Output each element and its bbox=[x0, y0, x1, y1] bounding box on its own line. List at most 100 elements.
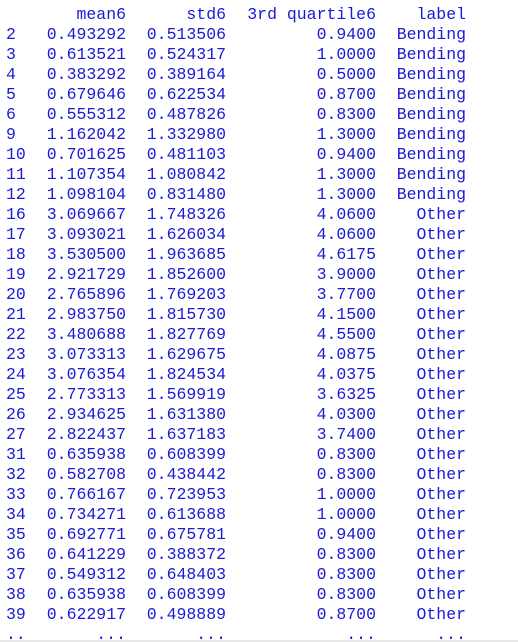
table-row: 24 3.076354 1.824534 4.0375 Other bbox=[0, 365, 518, 385]
row-index: 38 bbox=[6, 585, 26, 604]
table-row: 2 0.493292 0.513506 0.9400 Bending bbox=[0, 25, 518, 45]
cell-3rd-quartile6: 0.8300 bbox=[316, 585, 376, 604]
cell-label: Other bbox=[416, 465, 466, 484]
cell-label: Other bbox=[416, 245, 466, 264]
table-row: 38 0.635938 0.608399 0.8300 Other bbox=[0, 585, 518, 605]
cell-mean6: 2.765896 bbox=[46, 285, 126, 304]
row-index: 33 bbox=[6, 485, 26, 504]
cell-mean6: 2.934625 bbox=[46, 405, 126, 424]
cell-3rd-quartile6: 1.3000 bbox=[316, 165, 376, 184]
row-index: 5 bbox=[6, 85, 16, 104]
cell-3rd-quartile6: 4.0875 bbox=[316, 345, 376, 364]
cell-std6: 0.438442 bbox=[146, 465, 226, 484]
cell-mean6: 0.766167 bbox=[46, 485, 126, 504]
cell-label: Other bbox=[416, 565, 466, 584]
ellipsis-std6: ... bbox=[196, 625, 226, 642]
cell-mean6: 2.921729 bbox=[46, 265, 126, 284]
cell-label: Other bbox=[416, 605, 466, 624]
cell-mean6: 2.983750 bbox=[46, 305, 126, 324]
cell-3rd-quartile6: 1.0000 bbox=[316, 505, 376, 524]
cell-3rd-quartile6: 0.8300 bbox=[316, 445, 376, 464]
cell-std6: 0.613688 bbox=[146, 505, 226, 524]
cell-std6: 0.513506 bbox=[146, 25, 226, 44]
cell-label: Bending bbox=[396, 65, 466, 84]
cell-3rd-quartile6: 4.0600 bbox=[316, 225, 376, 244]
cell-3rd-quartile6: 4.0600 bbox=[316, 205, 376, 224]
cell-std6: 0.608399 bbox=[146, 445, 226, 464]
cell-label: Bending bbox=[396, 105, 466, 124]
cell-mean6: 0.582708 bbox=[46, 465, 126, 484]
cell-3rd-quartile6: 0.5000 bbox=[316, 65, 376, 84]
cell-std6: 0.498889 bbox=[146, 605, 226, 624]
table-row: 37 0.549312 0.648403 0.8300 Other bbox=[0, 565, 518, 585]
row-index: 11 bbox=[6, 165, 26, 184]
cell-label: Other bbox=[416, 525, 466, 544]
cell-mean6: 0.613521 bbox=[46, 45, 126, 64]
row-index: 3 bbox=[6, 45, 16, 64]
cell-label: Other bbox=[416, 485, 466, 504]
cell-mean6: 0.622917 bbox=[46, 605, 126, 624]
cell-std6: 1.626034 bbox=[146, 225, 226, 244]
cell-3rd-quartile6: 0.8300 bbox=[316, 545, 376, 564]
cell-mean6: 0.635938 bbox=[46, 445, 126, 464]
table-row: 23 3.073313 1.629675 4.0875 Other bbox=[0, 345, 518, 365]
table-row: 21 2.983750 1.815730 4.1500 Other bbox=[0, 305, 518, 325]
cell-label: Other bbox=[416, 225, 466, 244]
cell-label: Other bbox=[416, 545, 466, 564]
cell-mean6: 0.641229 bbox=[46, 545, 126, 564]
cell-label: Other bbox=[416, 425, 466, 444]
row-index: 24 bbox=[6, 365, 26, 384]
cell-std6: 1.769203 bbox=[146, 285, 226, 304]
ellipsis-mean6: ... bbox=[96, 625, 126, 642]
cell-mean6: 0.679646 bbox=[46, 85, 126, 104]
table-row: 36 0.641229 0.388372 0.8300 Other bbox=[0, 545, 518, 565]
row-index: 16 bbox=[6, 205, 26, 224]
cell-std6: 0.723953 bbox=[146, 485, 226, 504]
cell-label: Other bbox=[416, 505, 466, 524]
header-3rd-quartile6: 3rd quartile6 bbox=[247, 5, 376, 24]
cell-mean6: 2.773313 bbox=[46, 385, 126, 404]
table-row: 9 1.162042 1.332980 1.3000 Bending bbox=[0, 125, 518, 145]
table-row: 5 0.679646 0.622534 0.8700 Bending bbox=[0, 85, 518, 105]
table-row: 18 3.530500 1.963685 4.6175 Other bbox=[0, 245, 518, 265]
table-row: 11 1.107354 1.080842 1.3000 Bending bbox=[0, 165, 518, 185]
cell-3rd-quartile6: 0.8300 bbox=[316, 465, 376, 484]
cell-label: Bending bbox=[396, 45, 466, 64]
cell-std6: 1.629675 bbox=[146, 345, 226, 364]
row-index: 4 bbox=[6, 65, 16, 84]
table-row: 33 0.766167 0.723953 1.0000 Other bbox=[0, 485, 518, 505]
cell-3rd-quartile6: 4.6175 bbox=[316, 245, 376, 264]
row-index: 34 bbox=[6, 505, 26, 524]
row-index: 18 bbox=[6, 245, 26, 264]
cell-3rd-quartile6: 1.3000 bbox=[316, 185, 376, 204]
cell-3rd-quartile6: 1.3000 bbox=[316, 125, 376, 144]
row-index: 32 bbox=[6, 465, 26, 484]
cell-std6: 1.080842 bbox=[146, 165, 226, 184]
cell-label: Other bbox=[416, 285, 466, 304]
row-index: 12 bbox=[6, 185, 26, 204]
table-row: 39 0.622917 0.498889 0.8700 Other bbox=[0, 605, 518, 625]
row-index: 23 bbox=[6, 345, 26, 364]
table-row: 4 0.383292 0.389164 0.5000 Bending bbox=[0, 65, 518, 85]
table-row: 19 2.921729 1.852600 3.9000 Other bbox=[0, 265, 518, 285]
header-std6: std6 bbox=[186, 5, 226, 24]
table-body: 2 0.493292 0.513506 0.9400 Bending 3 0.613521 0… bbox=[0, 25, 518, 625]
cell-label: Other bbox=[416, 445, 466, 464]
bottom-divider bbox=[0, 640, 518, 642]
cell-3rd-quartile6: 3.9000 bbox=[316, 265, 376, 284]
cell-label: Bending bbox=[396, 165, 466, 184]
table-row: 22 3.480688 1.827769 4.5500 Other bbox=[0, 325, 518, 345]
table-row: 16 3.069667 1.748326 4.0600 Other bbox=[0, 205, 518, 225]
cell-std6: 1.827769 bbox=[146, 325, 226, 344]
table-row: 25 2.773313 1.569919 3.6325 Other bbox=[0, 385, 518, 405]
row-index: 21 bbox=[6, 305, 26, 324]
cell-3rd-quartile6: 0.8700 bbox=[316, 85, 376, 104]
cell-std6: 0.388372 bbox=[146, 545, 226, 564]
cell-mean6: 2.822437 bbox=[46, 425, 126, 444]
ellipsis-index: .. bbox=[6, 625, 26, 642]
table-row: 26 2.934625 1.631380 4.0300 Other bbox=[0, 405, 518, 425]
cell-mean6: 3.480688 bbox=[46, 325, 126, 344]
cell-label: Bending bbox=[396, 185, 466, 204]
cell-label: Other bbox=[416, 265, 466, 284]
